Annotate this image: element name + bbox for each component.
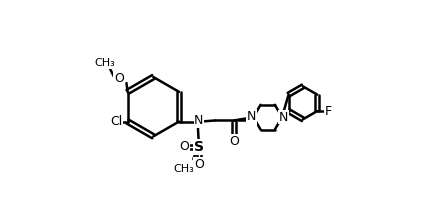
Text: Cl: Cl — [111, 115, 123, 128]
Text: N: N — [247, 110, 256, 123]
Text: O: O — [194, 158, 204, 171]
Text: O: O — [229, 135, 239, 148]
Text: N: N — [248, 114, 257, 127]
Text: O: O — [114, 72, 124, 85]
Text: CH₃: CH₃ — [173, 164, 194, 174]
Text: S: S — [194, 140, 204, 154]
Text: N: N — [194, 114, 203, 127]
Text: O: O — [180, 140, 190, 153]
Text: N: N — [279, 111, 289, 124]
Text: CH₃: CH₃ — [94, 58, 115, 68]
Text: F: F — [324, 104, 332, 118]
